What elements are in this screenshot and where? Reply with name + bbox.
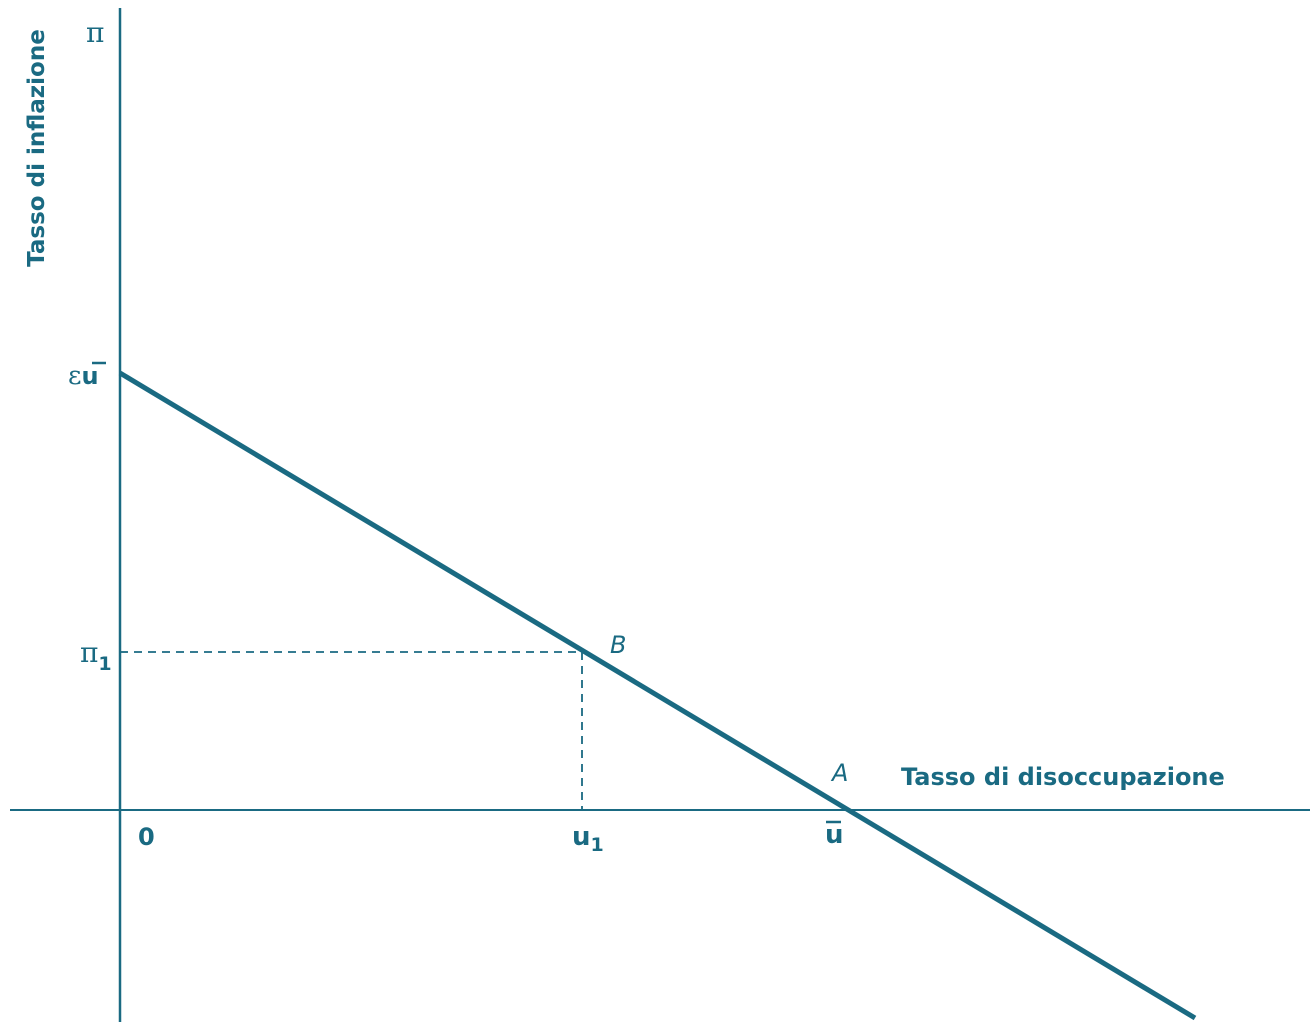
pi1-base: π: [80, 636, 98, 669]
x-axis-title: Tasso di disoccupazione: [901, 763, 1225, 791]
y-intercept-over: u: [81, 362, 98, 390]
point-b-label: B: [610, 631, 626, 659]
point-a-label: A: [830, 759, 848, 787]
y-intercept-base: ε: [68, 361, 81, 391]
phillips-curve-line: [118, 370, 1197, 1021]
pi1-sub: 1: [98, 653, 111, 675]
origin-label: 0: [138, 823, 155, 851]
u1-base: u: [572, 822, 591, 852]
y-axis-title: Tasso di inflazione: [24, 29, 50, 267]
y-intercept-label: εu: [68, 361, 99, 391]
pi1-label: π1: [80, 636, 112, 675]
u1-sub: 1: [591, 834, 604, 856]
y-axis-symbol: π: [86, 16, 104, 49]
u1-label: u1: [572, 822, 604, 856]
ubar-label: u: [825, 820, 844, 850]
